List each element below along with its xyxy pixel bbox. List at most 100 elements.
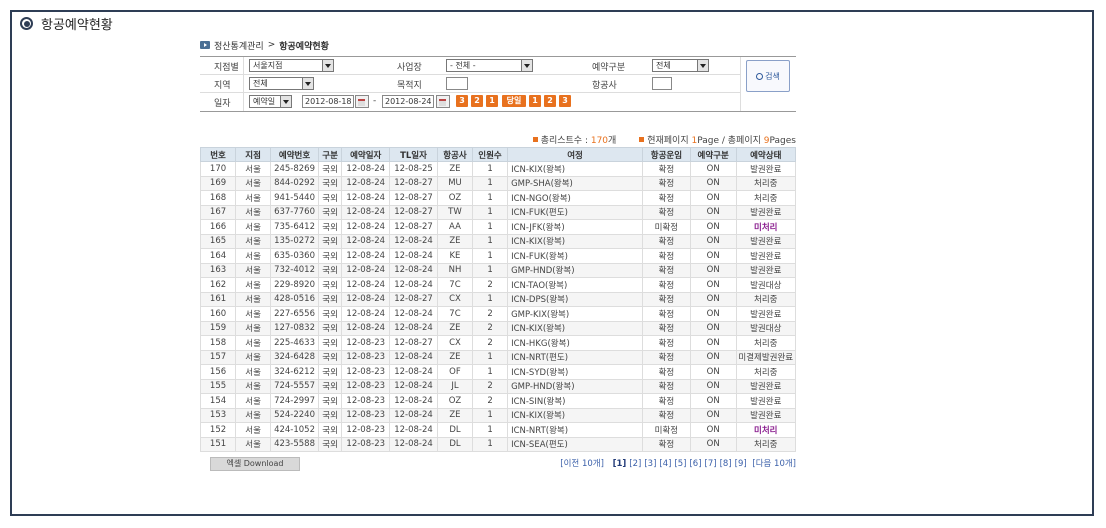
pager-page-link[interactable]: [2] xyxy=(629,459,642,469)
table-cell: 1 xyxy=(471,204,509,220)
table-cell: 서울 xyxy=(235,364,272,380)
table-row[interactable]: 160 서울 227-6556 국외 12-08-24 12-08-24 7C 2 GMP-KI… xyxy=(199,306,796,322)
table-cell: 확정 xyxy=(642,349,691,365)
pager-next[interactable]: [다음 10개] xyxy=(752,459,796,469)
table-row[interactable]: 166 서울 735-6412 국외 12-08-24 12-08-27 AA 1 ICN-JF… xyxy=(199,219,796,235)
table-row[interactable]: 168 서울 941-5440 국외 12-08-24 12-08-27 OZ 1 ICN-NG… xyxy=(199,190,796,206)
pager-page-link[interactable]: [4] xyxy=(659,459,672,469)
pager-page-link[interactable]: [1] xyxy=(612,459,627,469)
table-cell: 165 xyxy=(199,233,237,249)
quick-plus-1-button[interactable]: 1 xyxy=(529,95,541,107)
date-from-input[interactable]: 2012-08-18 xyxy=(302,95,354,108)
pager-page-link[interactable]: [3] xyxy=(644,459,657,469)
table-cell: 국외 xyxy=(317,190,343,206)
quick-plus-2-button[interactable]: 2 xyxy=(544,95,556,107)
quick-minus-1-button[interactable]: 1 xyxy=(486,95,498,107)
breadcrumb-arrow-icon xyxy=(200,41,210,49)
table-cell: 발권완료 xyxy=(735,248,796,264)
bullet-square-icon xyxy=(639,137,645,142)
table-row[interactable]: 161 서울 428-0516 국외 12-08-24 12-08-27 CX 1 ICN-DP… xyxy=(199,291,796,307)
pager-page-link[interactable]: [6] xyxy=(689,459,702,469)
table-cell: 12-08-24 xyxy=(341,306,391,322)
excel-download-button[interactable]: 엑셀 Download xyxy=(210,457,300,471)
table-cell: DL xyxy=(436,436,474,452)
pager-page-link[interactable]: [7] xyxy=(704,459,717,469)
pager-page-link[interactable]: [5] xyxy=(674,459,687,469)
search-button[interactable]: 검색 xyxy=(746,60,790,92)
pager-prev[interactable]: [이전 10개] xyxy=(560,459,604,469)
table-cell: 국외 xyxy=(317,320,343,336)
table-cell: 서울 xyxy=(235,190,272,206)
region-select[interactable]: 전체 xyxy=(249,77,314,90)
table-cell: ON xyxy=(689,407,737,423)
chevron-down-icon xyxy=(521,60,532,71)
table-row[interactable]: 154 서울 724-2997 국외 12-08-23 12-08-24 OZ 2 ICN-SI… xyxy=(199,393,796,409)
table-cell: ZE xyxy=(436,349,474,365)
breadcrumb-separator: > xyxy=(267,40,276,50)
table-cell: 423-5588 xyxy=(270,436,319,452)
table-row[interactable]: 158 서울 225-4633 국외 12-08-23 12-08-27 CX 2 ICN-HK… xyxy=(199,335,796,351)
table-cell: 12-08-24 xyxy=(341,190,391,206)
table-cell: 12-08-24 xyxy=(389,248,438,264)
business-select-value: - 전체 - xyxy=(450,61,476,70)
table-row[interactable]: 153 서울 524-2240 국외 12-08-23 12-08-24 ZE 1 ICN-KI… xyxy=(199,407,796,423)
page-title: 항공예약현황 xyxy=(20,14,113,33)
page-label: 현재페이지 xyxy=(647,136,689,146)
table-row[interactable]: 156 서울 324-6212 국외 12-08-23 12-08-24 OF 1 ICN-SY… xyxy=(199,364,796,380)
table-cell: 확정 xyxy=(642,407,691,423)
table-row[interactable]: 162 서울 229-8920 국외 12-08-24 12-08-24 7C 2 ICN-TA… xyxy=(199,277,796,293)
table-cell: 발권완료 xyxy=(735,262,796,278)
branch-select[interactable]: 서울지점 xyxy=(249,59,334,72)
airline-input[interactable] xyxy=(652,77,672,90)
table-row[interactable]: 152 서울 424-1052 국외 12-08-23 12-08-24 DL 1 ICN-NR… xyxy=(199,422,796,438)
calendar-icon[interactable] xyxy=(436,95,450,108)
pager-page-link[interactable]: [8] xyxy=(719,459,732,469)
dest-input[interactable] xyxy=(446,77,468,90)
table-cell: 서울 xyxy=(235,335,272,351)
table-cell: 처리중 xyxy=(735,291,796,307)
airline-label: 항공사 xyxy=(592,81,617,91)
quick-minus-2-button[interactable]: 2 xyxy=(471,95,483,107)
table-row[interactable]: 167 서울 637-7760 국외 12-08-24 12-08-27 TW 1 ICN-FU… xyxy=(199,204,796,220)
table-row[interactable]: 159 서울 127-0832 국외 12-08-24 12-08-24 ZE 2 ICN-KI… xyxy=(199,320,796,336)
table-row[interactable]: 155 서울 724-5557 국외 12-08-23 12-08-24 JL 2 GMP-HN… xyxy=(199,378,796,394)
table-cell: 724-5557 xyxy=(270,378,319,394)
table-cell: 12-08-24 xyxy=(341,219,391,235)
table-cell: ON xyxy=(689,277,737,293)
quick-plus-3-button[interactable]: 3 xyxy=(559,95,571,107)
table-cell: GMP-HND(왕복) xyxy=(507,262,643,278)
table-row[interactable]: 151 서울 423-5588 국외 12-08-23 12-08-24 DL 1 ICN-SE… xyxy=(199,436,796,452)
table-row[interactable]: 163 서울 732-4012 국외 12-08-24 12-08-24 NH 1 GMP-HN… xyxy=(199,262,796,278)
business-select[interactable]: - 전체 - xyxy=(446,59,533,72)
date-type-select[interactable]: 예약일 xyxy=(249,95,292,108)
page-total: 9 xyxy=(763,136,770,146)
table-cell: ON xyxy=(689,204,737,220)
table-cell: 12-08-27 xyxy=(389,204,438,220)
table-cell: 1 xyxy=(471,161,509,177)
table-row[interactable]: 164 서울 635-0360 국외 12-08-24 12-08-24 KE 1 ICN-FU… xyxy=(199,248,796,264)
pagination: [이전 10개] [1] [2] [3] [4] [5] [6] [7] [8] [9] [다음… xyxy=(557,457,796,469)
table-cell: ON xyxy=(689,248,737,264)
table-row[interactable]: 170 서울 245-8269 국외 12-08-24 12-08-25 ZE 1 ICN-KI… xyxy=(199,161,796,177)
table-cell: 미확정 xyxy=(642,422,691,438)
pager-page-link[interactable]: [9] xyxy=(734,459,747,469)
breadcrumb-parent[interactable]: 정산통계관리 xyxy=(214,41,264,52)
table-cell: 324-6428 xyxy=(270,349,319,365)
table-cell: 서울 xyxy=(235,378,272,394)
calendar-icon[interactable] xyxy=(355,95,369,108)
table-cell: 국외 xyxy=(317,233,343,249)
table-row[interactable]: 169 서울 844-0292 국외 12-08-24 12-08-27 MU 1 GMP-SH… xyxy=(199,175,796,191)
table-cell: 미처리 xyxy=(735,422,796,438)
table-cell: 1 xyxy=(471,175,509,191)
table-cell: GMP-SHA(왕복) xyxy=(507,175,643,191)
column-header: 예약번호 xyxy=(270,147,319,162)
table-row[interactable]: 157 서울 324-6428 국외 12-08-23 12-08-24 ZE 1 ICN-NR… xyxy=(199,349,796,365)
quick-today-button[interactable]: 당일 xyxy=(502,95,526,107)
date-to-input[interactable]: 2012-08-24 xyxy=(382,95,434,108)
table-cell: ICN-KIX(왕복) xyxy=(507,233,643,249)
table-row[interactable]: 165 서울 135-0272 국외 12-08-24 12-08-24 ZE 1 ICN-KI… xyxy=(199,233,796,249)
table-cell: 735-6412 xyxy=(270,219,319,235)
table-cell: ON xyxy=(689,219,737,235)
resv-type-select[interactable]: 전체 xyxy=(652,59,709,72)
quick-minus-3-button[interactable]: 3 xyxy=(456,95,468,107)
